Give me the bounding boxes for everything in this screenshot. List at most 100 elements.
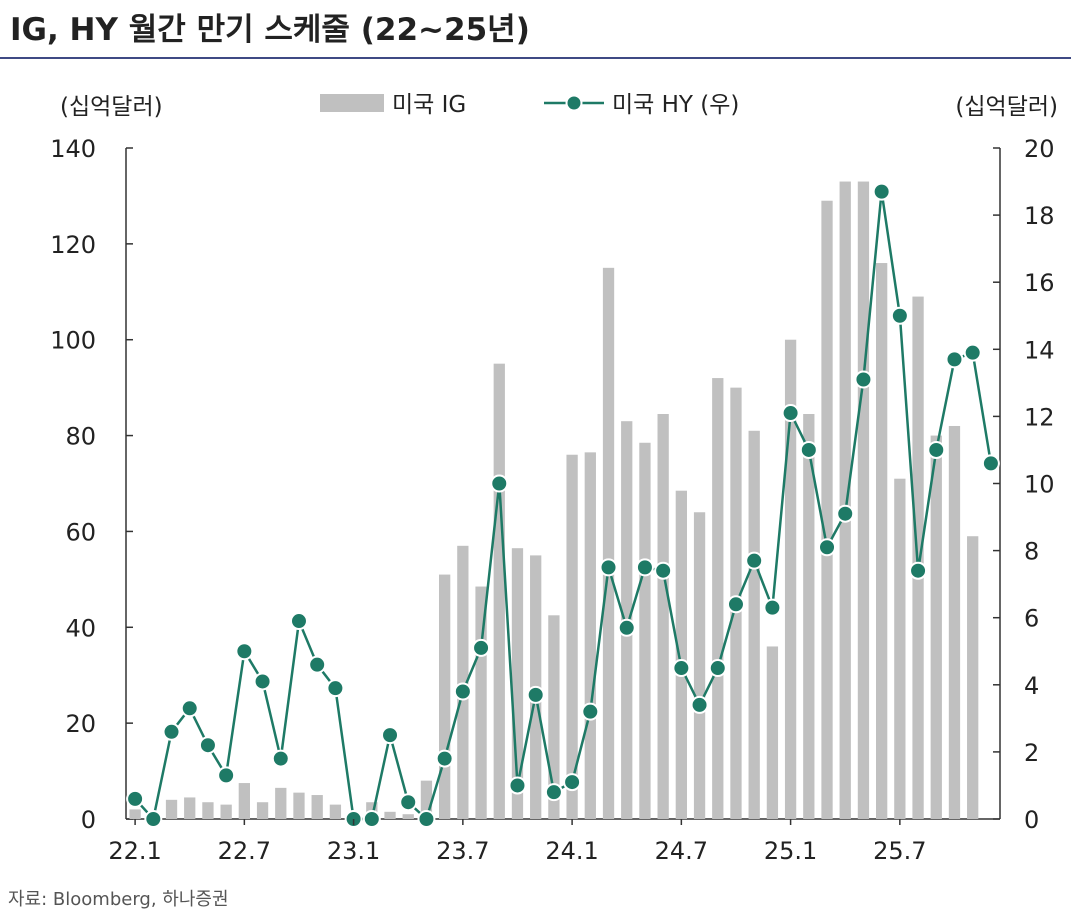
hy-point: [126, 789, 145, 808]
right-axis-unit-label: (십억달러): [955, 94, 1058, 120]
hy-point: [472, 638, 491, 657]
x-tick-label: 24.1: [545, 837, 598, 865]
hy-point: [362, 810, 381, 828]
hy-point: [271, 749, 290, 768]
chart-title: IG, HY 월간 만기 스케줄 (22~25년): [10, 12, 530, 48]
hy-point: [180, 699, 199, 718]
legend-hy-label: 미국 HY (우): [612, 92, 739, 118]
ig-bar: [602, 267, 615, 820]
right-axis-tick-label: 8: [1024, 538, 1039, 566]
hy-point: [872, 182, 891, 201]
hy-point: [909, 561, 928, 580]
x-tick-label: 22.7: [218, 837, 271, 865]
ig-bar: [202, 802, 214, 819]
legend-line-marker: [565, 94, 583, 112]
hy-point: [399, 793, 418, 812]
right-axis-tick-label: 16: [1024, 269, 1055, 297]
hy-point: [308, 655, 327, 674]
ig-bar: [493, 363, 505, 819]
hy-point: [726, 595, 745, 614]
x-tick-label: 25.1: [764, 837, 817, 865]
left-axis-unit-label: (십억달러): [60, 94, 163, 120]
right-axis-tick-label: 0: [1024, 806, 1039, 834]
hy-point: [781, 404, 800, 423]
hy-point: [581, 702, 600, 721]
hy-point: [945, 350, 964, 369]
hy-point: [599, 558, 618, 577]
ig-bars: [129, 181, 979, 820]
x-tick-label: 23.1: [327, 837, 380, 865]
ig-bar: [439, 574, 451, 819]
hy-point: [763, 598, 782, 617]
ig-bar: [657, 414, 669, 819]
x-tick-labels: 22.1 22.7 23.1 23.7 24.1 24.7 25.1 25.7: [108, 819, 927, 865]
ig-bar: [948, 425, 961, 819]
source-note: 자료: Bloomberg, 하나증권: [8, 889, 229, 910]
hy-point: [253, 672, 272, 691]
ig-bar: [712, 378, 724, 819]
ig-bar: [129, 809, 141, 819]
ig-bar: [220, 804, 232, 819]
ig-bar: [566, 454, 578, 819]
hy-point: [381, 726, 400, 745]
hy-point: [927, 440, 946, 459]
ig-bar: [275, 787, 287, 819]
hy-point: [654, 561, 673, 580]
right-axis-tick-label: 18: [1024, 202, 1055, 230]
ig-bar: [184, 797, 196, 819]
x-tick-label: 24.7: [655, 837, 708, 865]
hy-point: [217, 766, 236, 785]
hy-point: [417, 810, 436, 828]
ig-bar: [293, 792, 305, 819]
ig-bar: [548, 615, 560, 819]
hy-point: [235, 642, 254, 661]
hy-point: [162, 722, 181, 741]
ig-bar: [967, 536, 979, 819]
hy-point: [672, 659, 691, 678]
ig-bar: [857, 181, 870, 820]
hy-point: [981, 454, 1000, 473]
ig-bar: [821, 200, 833, 819]
hy-point: [563, 773, 582, 792]
axes: 0 20 40 60 80 100 120 140 0 2 4 6 8 10 12 14 16 18 20: [50, 135, 1054, 834]
ig-bar: [693, 512, 706, 819]
x-tick-label: 22.1: [108, 837, 161, 865]
ig-bar: [584, 452, 596, 819]
hy-point: [635, 558, 654, 577]
right-axis-tick-label: 14: [1024, 336, 1055, 364]
hy-point: [544, 783, 563, 802]
ig-bar: [675, 490, 687, 819]
right-axis-tick-label: 2: [1024, 739, 1039, 767]
ig-bar: [256, 802, 269, 819]
legend-ig-label: 미국 IG: [392, 92, 466, 118]
ig-bar: [766, 646, 779, 819]
ig-bar: [894, 478, 906, 819]
hy-point: [690, 695, 709, 714]
hy-point: [326, 679, 345, 698]
right-axis-tick-label: 20: [1024, 135, 1055, 163]
hy-point: [508, 776, 527, 795]
hy-point: [836, 504, 855, 523]
ig-bar: [639, 442, 651, 819]
x-tick-label: 23.7: [436, 837, 489, 865]
ig-bar: [930, 435, 942, 819]
ig-bar: [384, 811, 396, 819]
hy-point: [617, 618, 636, 637]
left-axis-tick-label: 40: [65, 614, 96, 642]
right-axis-tick-label: 6: [1024, 605, 1039, 633]
ig-bar: [876, 263, 888, 819]
ig-bar: [311, 795, 323, 819]
hy-line: [126, 182, 1000, 828]
ig-bar: [748, 430, 760, 819]
ig-bar: [784, 339, 797, 819]
ig-bar: [402, 814, 414, 819]
hy-point: [799, 440, 818, 459]
hy-point: [490, 474, 509, 493]
right-axis-tick-label: 10: [1024, 471, 1055, 499]
hy-point: [745, 551, 764, 570]
left-axis-tick-label: 140: [50, 135, 96, 163]
ig-bar: [475, 586, 487, 819]
hy-point: [453, 682, 472, 701]
ig-bar: [803, 414, 815, 819]
